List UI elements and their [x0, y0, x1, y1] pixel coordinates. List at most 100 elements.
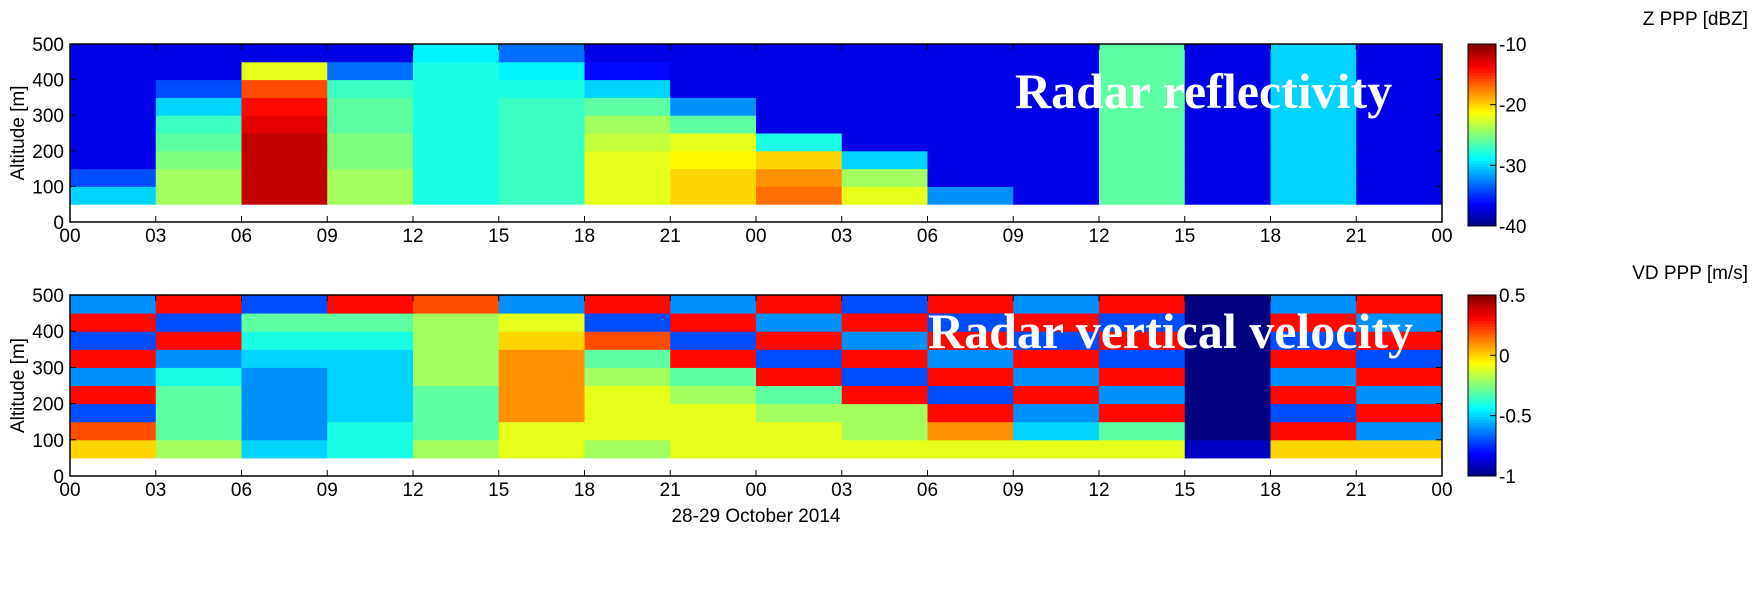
x-tick-label: 15 — [488, 480, 509, 501]
heat-cell — [155, 367, 242, 386]
heat-cell — [1356, 313, 1443, 332]
heat-cell — [1356, 115, 1443, 134]
heat-cell — [670, 150, 757, 170]
colorbar-swatch — [1468, 72, 1496, 76]
colorbar-swatch — [1468, 197, 1496, 201]
heat-cell — [1013, 367, 1100, 386]
colorbar-swatch — [1468, 157, 1496, 162]
heat-cell — [670, 331, 757, 350]
heat-cell — [498, 150, 585, 170]
heat-cell — [498, 115, 585, 134]
heat-cell — [1184, 421, 1271, 441]
colorbar-tick-label: -40 — [1499, 217, 1526, 238]
heat-cell — [927, 313, 1014, 332]
colorbar-swatch — [1468, 109, 1496, 113]
heat-cell — [927, 150, 1014, 170]
colorbar-swatch — [1468, 382, 1496, 386]
heat-cell — [241, 421, 328, 441]
heat-cell — [927, 385, 1014, 405]
heat-cell — [498, 168, 585, 187]
heat-cell — [413, 44, 500, 63]
heat-cell — [70, 61, 157, 81]
heat-cell — [756, 115, 843, 134]
x-axis-label: 28-29 October 2014 — [671, 506, 840, 527]
colorbar-swatch — [1468, 433, 1496, 437]
heat-cell — [1099, 421, 1186, 441]
heat-cell — [1099, 61, 1186, 81]
colorbar-swatch — [1468, 427, 1496, 432]
y-tick-label: 500 — [32, 286, 64, 307]
x-tick-label: 12 — [402, 480, 423, 501]
heat-cell — [70, 439, 157, 459]
x-tick-label: 12 — [1088, 480, 1109, 501]
colorbar-swatch — [1468, 163, 1496, 167]
x-tick-label: 00 — [1431, 480, 1452, 501]
colorbar-swatch — [1468, 171, 1496, 176]
heat-cell — [1013, 439, 1100, 459]
heat-cell — [241, 61, 328, 81]
heat-cell — [241, 186, 328, 205]
heat-cell — [841, 186, 928, 205]
heat-cell — [584, 97, 671, 116]
colorbar-swatch — [1468, 391, 1496, 395]
y-tick-label: 0 — [53, 467, 64, 488]
x-tick-label: 21 — [1346, 226, 1367, 247]
colorbar-swatch — [1468, 365, 1496, 370]
colorbar-swatch — [1468, 63, 1496, 68]
heat-cell — [670, 97, 757, 116]
colorbar-swatch — [1468, 126, 1496, 130]
heat-cell — [670, 115, 757, 134]
heat-cell — [70, 97, 157, 116]
heat-cell — [1356, 44, 1443, 63]
heat-cell — [70, 133, 157, 152]
heat-cell — [1270, 44, 1357, 63]
heat-cell — [1184, 97, 1271, 116]
x-tick-label: 18 — [1260, 226, 1281, 247]
heat-cell — [1013, 331, 1100, 350]
colorbar-swatch — [1468, 75, 1496, 79]
heat-cell — [327, 367, 414, 386]
colorbar-swatch — [1468, 371, 1496, 375]
heat-cell — [1270, 331, 1357, 350]
colorbar-swatch — [1468, 430, 1496, 435]
y-tick-label: 200 — [32, 395, 64, 416]
colorbar-swatch — [1468, 61, 1496, 65]
colorbar-swatch — [1468, 453, 1496, 457]
colorbar-swatch — [1468, 169, 1496, 173]
colorbar-swatch — [1468, 399, 1496, 403]
heat-cell — [1184, 79, 1271, 98]
heat-cell — [584, 133, 671, 152]
heat-cell — [1099, 331, 1186, 350]
heat-cell — [1184, 133, 1271, 152]
heat-cell — [155, 168, 242, 187]
heat-cell — [241, 367, 328, 386]
colorbar-swatch — [1468, 354, 1496, 358]
heat-cell — [498, 385, 585, 405]
heat-cell — [1099, 439, 1186, 459]
heat-cell — [70, 186, 157, 205]
colorbar-swatch — [1468, 208, 1496, 213]
heat-cell — [584, 439, 671, 459]
heat-cell — [1099, 115, 1186, 134]
heat-cell — [670, 295, 757, 314]
heat-cell — [1099, 186, 1186, 205]
heat-cell — [498, 61, 585, 81]
colorbar-swatch — [1468, 49, 1496, 54]
heat-cell — [1356, 150, 1443, 170]
heat-cell — [927, 186, 1014, 205]
heat-cell — [413, 313, 500, 332]
heat-cell — [241, 313, 328, 332]
heat-cell — [927, 439, 1014, 459]
heat-cell — [1270, 186, 1357, 205]
colorbar-swatch — [1468, 467, 1496, 471]
heat-cell — [413, 97, 500, 116]
heat-cell — [1184, 44, 1271, 63]
heat-cell — [1356, 439, 1443, 459]
heat-cell — [1013, 349, 1100, 368]
colorbar-tick-label: -1 — [1499, 467, 1516, 488]
heat-cell — [1099, 385, 1186, 405]
heat-cell — [413, 295, 500, 314]
colorbar-swatch — [1468, 200, 1496, 204]
heat-cell — [241, 331, 328, 350]
colorbar-swatch — [1468, 80, 1496, 85]
